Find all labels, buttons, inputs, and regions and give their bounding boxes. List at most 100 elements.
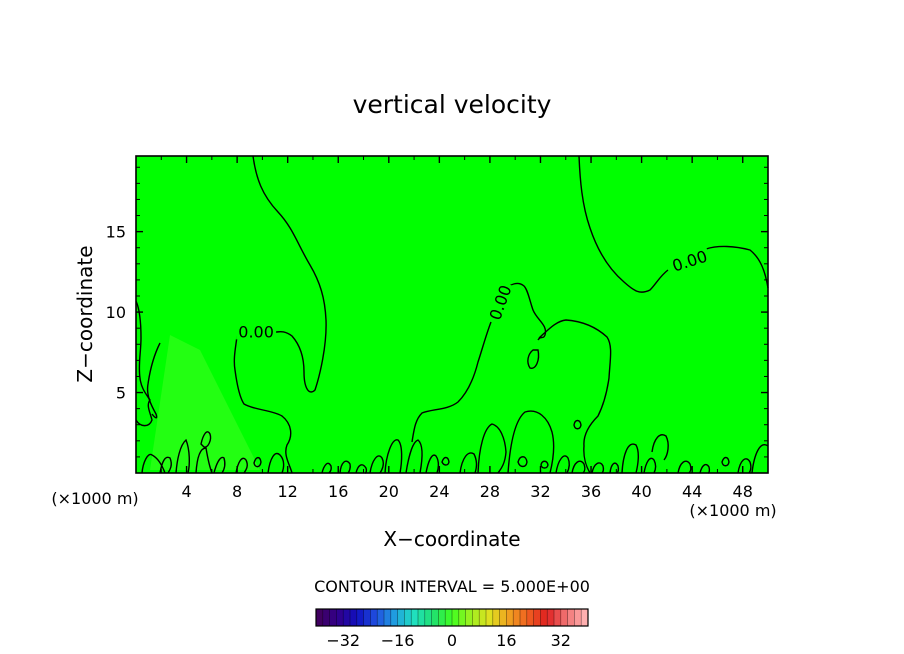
x-tick-label: 16 bbox=[328, 482, 348, 501]
colorbar-band bbox=[554, 609, 562, 626]
contour-line bbox=[517, 456, 528, 468]
contour-line bbox=[405, 439, 423, 474]
contour-line bbox=[252, 155, 327, 393]
x-unit-right: (×1000 m) bbox=[689, 501, 776, 520]
contour-line bbox=[200, 431, 212, 448]
contour-line bbox=[233, 335, 293, 474]
contour-label-bg bbox=[236, 322, 277, 340]
contour-line bbox=[384, 439, 403, 474]
contour-line bbox=[643, 457, 657, 474]
colorbar-tick-label: −32 bbox=[326, 631, 360, 650]
colorbar-band bbox=[506, 609, 514, 626]
colorbar-band bbox=[458, 609, 467, 626]
colorbar-band bbox=[431, 609, 439, 626]
colorbar-band bbox=[316, 609, 324, 626]
velocity-field-patch bbox=[150, 335, 260, 470]
contour-line bbox=[540, 460, 549, 469]
contour-lines bbox=[135, 155, 769, 474]
colorbar-tick-label: 0 bbox=[447, 631, 457, 650]
colorbar-band bbox=[567, 609, 575, 626]
colorbar-band bbox=[322, 609, 331, 626]
contour-line bbox=[135, 300, 153, 427]
colorbar-band bbox=[533, 609, 541, 626]
contour-line bbox=[504, 282, 547, 341]
y-axis: 5 10 15 bbox=[106, 166, 768, 458]
colorbar-band bbox=[404, 609, 412, 626]
x-tick-label: 36 bbox=[581, 482, 601, 501]
colorbar-band bbox=[479, 609, 487, 626]
x-axis-title: X−coordinate bbox=[383, 527, 520, 551]
x-tick-label: 4 bbox=[181, 482, 191, 501]
contour-line bbox=[441, 456, 450, 466]
contour-label-bg bbox=[667, 245, 712, 275]
y-tick-label: 10 bbox=[106, 303, 126, 322]
x-tick-label: 32 bbox=[530, 482, 550, 501]
colorbar-ticks: −32 −16 0 16 32 bbox=[326, 631, 571, 650]
x-tick-label: 12 bbox=[278, 482, 298, 501]
colorbar-band bbox=[540, 609, 548, 626]
contour-line bbox=[651, 434, 669, 461]
contour-line bbox=[573, 419, 582, 430]
contour-line bbox=[507, 410, 555, 474]
plot-frame bbox=[135, 155, 769, 474]
colorbar-band bbox=[397, 609, 405, 626]
contour-line bbox=[146, 342, 161, 419]
colorbar-band bbox=[547, 609, 555, 626]
y-axis-title: Z−coordinate bbox=[73, 245, 97, 382]
x-tick-label: 40 bbox=[631, 482, 651, 501]
colorbar-band bbox=[526, 609, 535, 626]
colorbar-band bbox=[418, 609, 426, 626]
colorbar-band bbox=[384, 609, 392, 626]
y-tick-label: 15 bbox=[106, 223, 126, 242]
contour-label: 0.00 bbox=[238, 322, 274, 341]
contour-line bbox=[235, 457, 248, 474]
colorbar-band bbox=[424, 609, 433, 626]
contour-line bbox=[555, 455, 570, 474]
contour-line bbox=[677, 460, 692, 474]
colorbar-band bbox=[574, 609, 582, 626]
contour-line bbox=[411, 321, 492, 443]
contour-line bbox=[321, 462, 332, 474]
colorbar-band bbox=[390, 609, 399, 626]
colorbar-band bbox=[336, 609, 344, 626]
colorbar-band bbox=[356, 609, 365, 626]
x-tick-label: 8 bbox=[232, 482, 242, 501]
contour-interval-text: CONTOUR INTERVAL = 5.000E+00 bbox=[314, 577, 590, 596]
x-unit-left: (×1000 m) bbox=[51, 489, 138, 508]
colorbar-band bbox=[452, 609, 460, 626]
contour-line bbox=[621, 443, 639, 474]
colorbar-band bbox=[513, 609, 521, 626]
contour-line bbox=[571, 460, 586, 474]
colorbar-band bbox=[343, 609, 351, 626]
contour-line bbox=[369, 455, 384, 474]
colorbar bbox=[315, 608, 589, 627]
colorbar-tick-label: 16 bbox=[496, 631, 516, 650]
x-tick-label: 24 bbox=[429, 482, 449, 501]
contour-line bbox=[591, 462, 605, 474]
contour-line bbox=[751, 444, 769, 474]
contour-line bbox=[721, 456, 730, 467]
velocity-field bbox=[136, 156, 768, 473]
contour-line bbox=[339, 460, 351, 474]
colorbar-frame bbox=[315, 608, 589, 627]
contour-line bbox=[527, 349, 540, 369]
colorbar-band bbox=[411, 609, 419, 626]
contour-line bbox=[609, 462, 620, 474]
contour-label-bg bbox=[484, 280, 515, 324]
colorbar-band bbox=[472, 609, 480, 626]
contour-line bbox=[459, 452, 478, 474]
colorbar-band bbox=[445, 609, 453, 626]
colorbar-band bbox=[370, 609, 378, 626]
colorbar-band bbox=[520, 609, 528, 626]
colorbar-band bbox=[438, 609, 446, 626]
contour-line bbox=[159, 456, 172, 474]
contour-line bbox=[538, 319, 612, 474]
colorbar-band bbox=[329, 609, 337, 626]
contour-line bbox=[705, 245, 769, 289]
colorbar-tick-label: −16 bbox=[381, 631, 415, 650]
x-tick-label: 48 bbox=[733, 482, 753, 501]
colorbar-band bbox=[499, 609, 507, 626]
chart-title: vertical velocity bbox=[353, 90, 552, 119]
contour-line bbox=[175, 438, 191, 474]
colorbar-band bbox=[560, 609, 569, 626]
